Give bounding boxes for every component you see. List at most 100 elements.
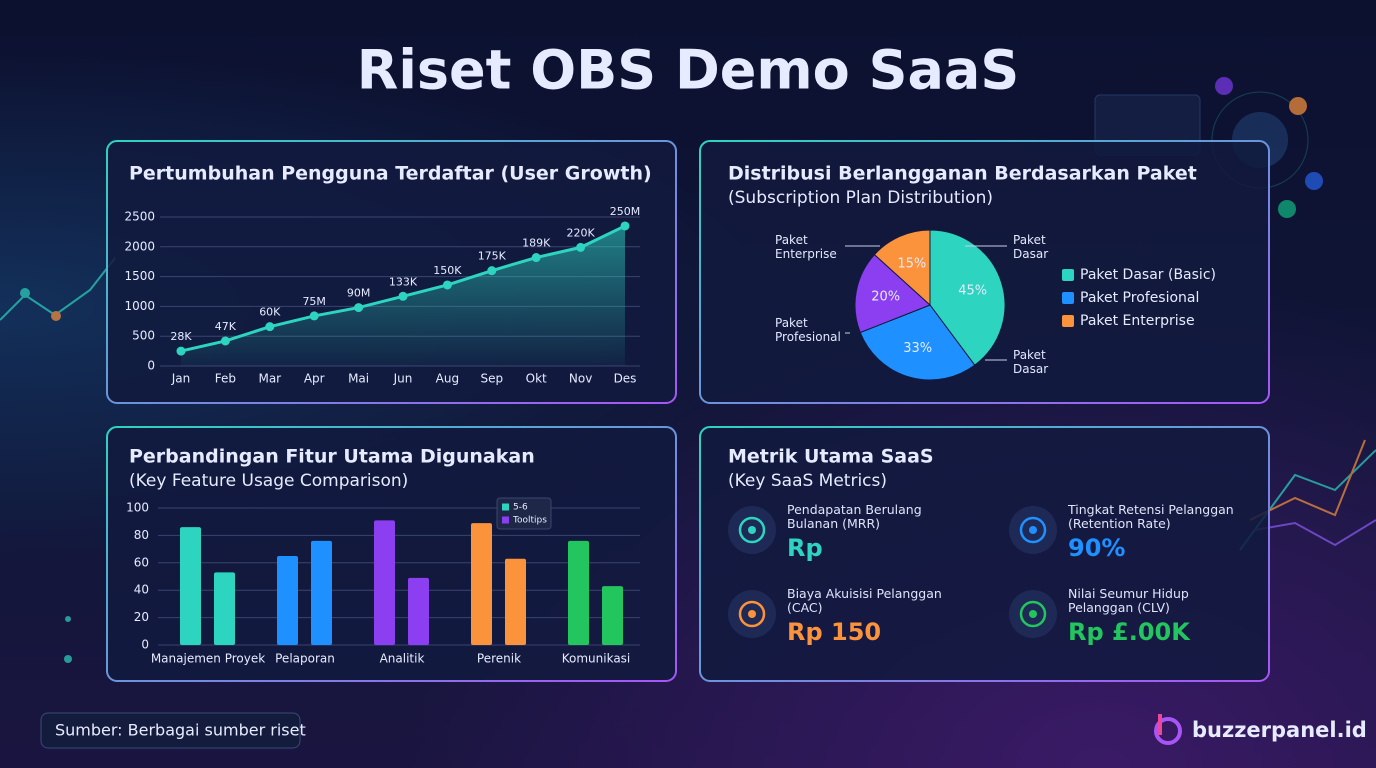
- legend-label: Paket Profesional: [1080, 290, 1199, 306]
- callout-label: Paket Dasar: [1013, 233, 1049, 261]
- point: [220, 336, 230, 346]
- metric-label: Tingkat Retensi Pelanggan (Retention Rat…: [1068, 502, 1234, 531]
- bar: [505, 558, 526, 645]
- point-annotation: 220K: [566, 226, 595, 239]
- x-tick-label: Aug: [436, 372, 459, 386]
- point-annotation: 28K: [170, 330, 192, 343]
- point: [398, 291, 408, 301]
- slice-label: 33%: [903, 341, 932, 356]
- x-tick-label: Nov: [569, 372, 592, 386]
- panel-title: Distribusi Berlangganan Berdasarkan Pake…: [728, 163, 1197, 185]
- callout-label: Paket Dasar: [1013, 348, 1049, 376]
- y-tick-label: 500: [132, 329, 155, 343]
- metric-label: Nilai Seumur Hidup Pelanggan (CLV): [1068, 586, 1189, 615]
- point-annotation: 250M: [610, 205, 641, 218]
- y-tick-label: 100: [126, 501, 149, 515]
- legend-swatch: [1062, 292, 1074, 304]
- bar: [471, 523, 492, 645]
- point: [354, 303, 364, 313]
- pie-slice: [859, 304, 976, 381]
- y-tick-label: 1000: [124, 299, 155, 313]
- legend-swatch: [502, 503, 509, 511]
- x-tick-label: Mar: [258, 372, 281, 386]
- y-tick-label: 40: [134, 583, 149, 597]
- metric-value: Rp 150: [787, 618, 882, 646]
- x-tick-label: Apr: [304, 372, 325, 386]
- metric-icon-ring: [738, 516, 766, 544]
- slice-label: 45%: [958, 283, 987, 298]
- x-tick-label: Des: [614, 372, 637, 386]
- brand-logo: [1154, 714, 1182, 745]
- bar: [602, 586, 623, 645]
- point: [531, 253, 541, 263]
- y-tick-label: 0: [141, 638, 149, 652]
- slice-label: 15%: [897, 256, 926, 271]
- x-tick-label: Perenik: [477, 652, 521, 666]
- callout-label: Paket Profesional: [775, 316, 841, 344]
- panel-title: Metrik Utama SaaS: [728, 446, 934, 468]
- point: [442, 280, 452, 290]
- metric-label: Pendapatan Berulang Bulanan (MRR): [787, 502, 922, 531]
- legend-swatch: [502, 516, 509, 524]
- y-tick-label: 0: [147, 359, 155, 373]
- legend-swatch: [1062, 315, 1074, 327]
- y-tick-label: 20: [134, 610, 149, 624]
- metric-value: 90%: [1068, 534, 1126, 562]
- y-tick-label: 60: [134, 555, 149, 569]
- bar: [180, 527, 201, 645]
- source-box: [40, 712, 301, 749]
- panel-subtitle: (Key Feature Usage Comparison): [129, 471, 408, 491]
- metric-icon-dot: [1029, 610, 1037, 618]
- bar: [568, 540, 589, 645]
- x-tick-label: Okt: [526, 372, 547, 386]
- metric-value: Rp: [787, 534, 823, 562]
- metric-icon-dot: [748, 610, 756, 618]
- legend-label: 5-6: [513, 503, 528, 513]
- metric-icon-dot: [748, 526, 756, 534]
- x-tick-label: Feb: [215, 372, 236, 386]
- callout-label: Paket Enterprise: [775, 233, 837, 261]
- metric-icon-ring: [738, 600, 766, 628]
- y-tick-label: 80: [134, 528, 149, 542]
- bar: [214, 572, 235, 645]
- slice-label: 20%: [871, 289, 900, 304]
- point-annotation: 133K: [389, 275, 418, 288]
- x-tick-label: Mai: [348, 372, 369, 386]
- point: [576, 242, 586, 252]
- bar: [408, 577, 429, 645]
- x-tick-label: Komunikasi: [562, 652, 631, 666]
- point: [176, 346, 186, 356]
- x-tick-label: Sep: [480, 372, 503, 386]
- bar: [374, 520, 395, 645]
- point-annotation: 90M: [347, 287, 371, 300]
- pie-slice: [854, 253, 931, 334]
- bar: [277, 555, 298, 645]
- panel-subtitle: (Subscription Plan Distribution): [728, 188, 993, 208]
- x-tick-label: Jun: [393, 372, 413, 386]
- metric-icon-dot: [1029, 526, 1037, 534]
- metric-value: Rp £.00K: [1068, 618, 1190, 646]
- metric-icon-ring: [1019, 600, 1047, 628]
- point-annotation: 189K: [522, 237, 551, 250]
- x-tick-label: Jan: [171, 372, 191, 386]
- x-tick-label: Pelaporan: [275, 652, 335, 666]
- y-tick-label: 1500: [124, 269, 155, 283]
- pie-slice: [873, 229, 931, 307]
- point-annotation: 60K: [259, 306, 281, 319]
- x-tick-label: Analitik: [380, 652, 425, 666]
- point-annotation: 75M: [302, 295, 326, 308]
- legend-label: Tooltips: [512, 516, 547, 526]
- panel-title: Perbandingan Fitur Utama Digunakan: [129, 446, 535, 468]
- legend-label: Paket Enterprise: [1080, 313, 1195, 329]
- panel-title: Pertumbuhan Pengguna Terdaftar (User Gro…: [129, 163, 652, 185]
- metric-icon-ring: [1019, 516, 1047, 544]
- point: [309, 311, 319, 321]
- legend-swatch: [1062, 269, 1074, 281]
- point-annotation: 175K: [478, 250, 507, 263]
- point-annotation: 150K: [433, 264, 462, 277]
- bar: [311, 540, 332, 645]
- panel-subtitle: (Key SaaS Metrics): [728, 471, 887, 491]
- point: [487, 266, 497, 276]
- page-title: Riset OBS Demo SaaS: [357, 39, 1020, 102]
